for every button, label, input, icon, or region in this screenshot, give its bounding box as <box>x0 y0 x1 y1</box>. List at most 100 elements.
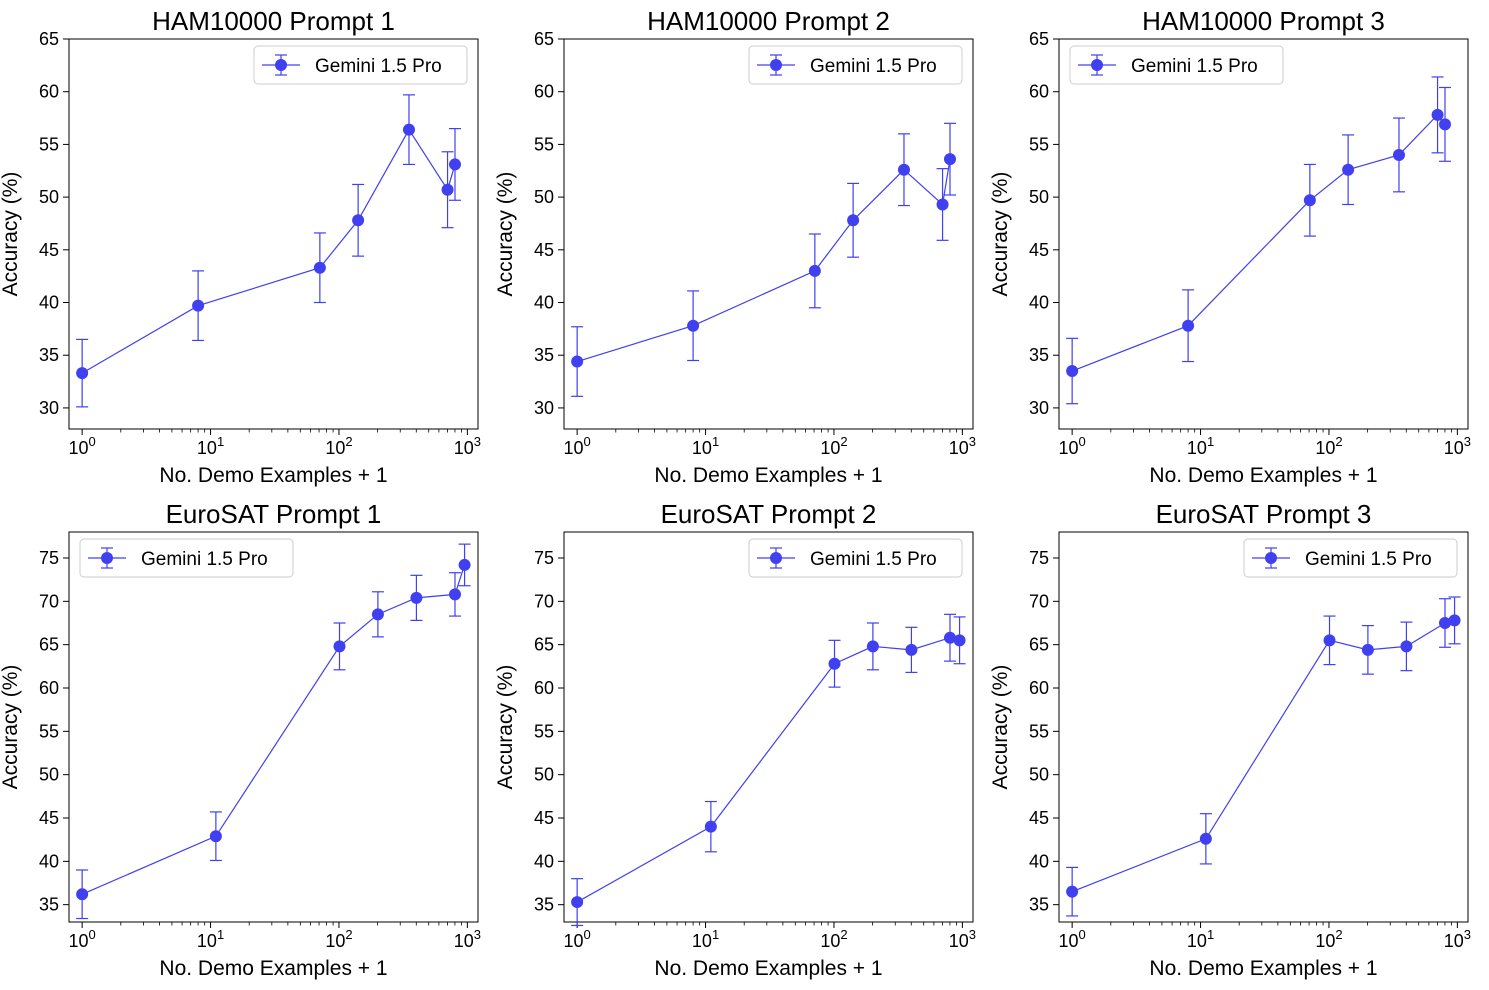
plot-title: EuroSAT Prompt 3 <box>1156 499 1372 529</box>
x-tick-label: 100 <box>69 927 96 951</box>
x-tick-base: 10 <box>1059 931 1079 951</box>
x-tick-exponent: 0 <box>1079 434 1086 449</box>
legend-label: Gemini 1.5 Pro <box>1305 549 1432 570</box>
axes-frame <box>1058 38 1469 430</box>
x-axis-label: No. Demo Examples + 1 <box>159 957 387 980</box>
legend-label: Gemini 1.5 Pro <box>315 56 442 77</box>
subplot-2: HAM10000 Prompt 2 No. Demo Examples + 1 Ac… <box>494 6 976 487</box>
y-tick-label: 55 <box>39 721 59 741</box>
y-tick-label: 35 <box>39 895 59 915</box>
data-point <box>1448 614 1461 627</box>
x-tick-exponent: 3 <box>1464 434 1471 449</box>
x-tick-base: 10 <box>1444 438 1464 458</box>
x-tick-base: 10 <box>454 438 474 458</box>
x-tick-exponent: 2 <box>1335 434 1342 449</box>
y-tick-label: 60 <box>39 82 59 102</box>
x-tick-label: 100 <box>69 434 96 458</box>
x-tick-base: 10 <box>197 931 217 951</box>
data-point <box>847 214 860 227</box>
x-tick-label: 101 <box>1187 927 1214 951</box>
x-tick-label: 100 <box>1059 434 1086 458</box>
y-tick-label: 75 <box>534 548 554 568</box>
y-tick-label: 50 <box>39 765 59 785</box>
y-tick-label: 50 <box>39 187 59 207</box>
data-point <box>1431 108 1444 121</box>
legend-box <box>253 45 468 85</box>
y-tick-label: 65 <box>1029 635 1049 655</box>
x-tick-base: 10 <box>1187 438 1207 458</box>
x-tick-exponent: 0 <box>584 927 591 942</box>
x-tick-label: 102 <box>1315 927 1342 951</box>
data-point <box>371 608 384 621</box>
x-tick-base: 10 <box>692 438 712 458</box>
x-tick-label: 101 <box>692 434 719 458</box>
x-tick-base: 10 <box>820 931 840 951</box>
legend-box <box>79 538 294 578</box>
x-tick-base: 10 <box>692 931 712 951</box>
y-tick-label: 60 <box>534 82 554 102</box>
x-tick-exponent: 3 <box>474 434 481 449</box>
x-tick-exponent: 0 <box>584 434 591 449</box>
y-tick-label: 60 <box>39 678 59 698</box>
x-tick-label: 102 <box>325 927 352 951</box>
legend-box <box>1243 538 1458 578</box>
data-point <box>943 631 956 644</box>
data-point <box>1303 194 1316 207</box>
y-tick-label: 60 <box>1029 82 1049 102</box>
y-tick-label: 60 <box>534 678 554 698</box>
x-tick-label: 102 <box>325 434 352 458</box>
data-point <box>687 319 700 332</box>
y-tick-label: 65 <box>39 635 59 655</box>
x-tick-base: 10 <box>1315 438 1335 458</box>
y-tick-label: 40 <box>39 851 59 871</box>
legend: Gemini 1.5 Pro <box>253 45 468 85</box>
x-tick-label: 102 <box>820 434 847 458</box>
legend: Gemini 1.5 Pro <box>748 45 963 85</box>
x-tick-exponent: 1 <box>1207 434 1214 449</box>
data-point <box>1438 118 1451 131</box>
x-axis-label: No. Demo Examples + 1 <box>1149 464 1377 487</box>
legend: Gemini 1.5 Pro <box>748 538 963 578</box>
data-point <box>1400 640 1413 653</box>
y-tick-label: 40 <box>534 293 554 313</box>
legend-label: Gemini 1.5 Pro <box>1131 56 1258 77</box>
legend-box <box>748 45 963 85</box>
subplot-6: EuroSAT Prompt 3 No. Demo Examples + 1 Acc… <box>989 499 1471 980</box>
data-point <box>410 591 423 604</box>
data-point <box>192 299 205 312</box>
data-point <box>1342 163 1355 176</box>
data-point <box>571 355 584 368</box>
plot-title: EuroSAT Prompt 2 <box>661 499 877 529</box>
y-tick-label: 30 <box>39 398 59 418</box>
y-tick-label: 65 <box>534 29 554 49</box>
x-tick-exponent: 0 <box>89 434 96 449</box>
y-axis-label: Accuracy (%) <box>494 665 517 790</box>
x-tick-exponent: 2 <box>840 434 847 449</box>
x-tick-exponent: 1 <box>217 927 224 942</box>
y-tick-label: 35 <box>1029 345 1049 365</box>
axes-frame <box>563 38 974 430</box>
x-tick-base: 10 <box>1187 931 1207 951</box>
y-tick-label: 65 <box>39 29 59 49</box>
x-tick-base: 10 <box>949 931 969 951</box>
y-tick-label: 65 <box>534 635 554 655</box>
y-tick-label: 50 <box>1029 187 1049 207</box>
legend-label: Gemini 1.5 Pro <box>810 56 937 77</box>
y-tick-label: 65 <box>1029 29 1049 49</box>
x-tick-label: 103 <box>454 927 481 951</box>
y-tick-label: 75 <box>39 548 59 568</box>
x-tick-exponent: 1 <box>712 927 719 942</box>
y-tick-label: 60 <box>1029 678 1049 698</box>
x-tick-label: 103 <box>949 434 976 458</box>
legend-marker <box>101 552 113 564</box>
legend-marker <box>275 59 287 71</box>
x-tick-exponent: 1 <box>712 434 719 449</box>
axes-frame <box>68 38 479 430</box>
y-axis-label: Accuracy (%) <box>989 665 1012 790</box>
y-axis-label: Accuracy (%) <box>989 172 1012 297</box>
x-tick-exponent: 3 <box>1464 927 1471 942</box>
series-line <box>1071 619 1455 893</box>
y-tick-label: 45 <box>39 808 59 828</box>
y-axis-label: Accuracy (%) <box>0 665 22 790</box>
y-tick-label: 55 <box>534 134 554 154</box>
